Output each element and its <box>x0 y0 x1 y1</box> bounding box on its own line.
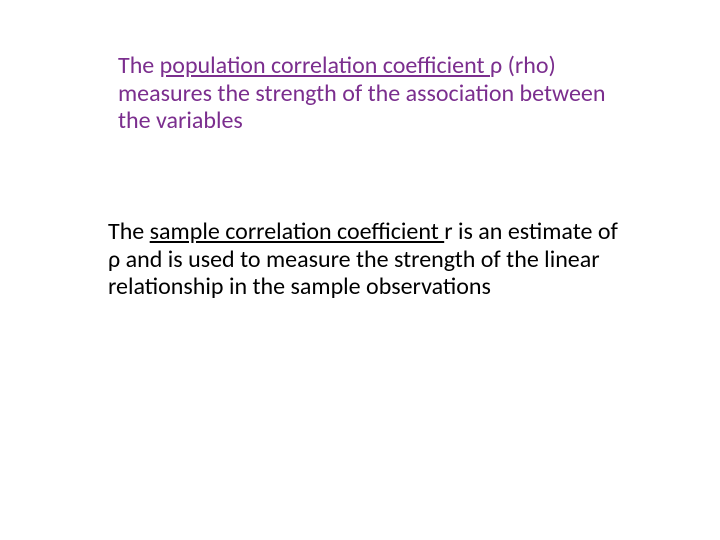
para2-term-underlined: sample correlation coefficient <box>150 217 445 246</box>
paragraph-population: The population correlation coefficient ρ… <box>118 52 608 135</box>
para1-lead: The <box>118 51 160 80</box>
para1-term-underlined: population correlation coefficient <box>160 51 490 80</box>
para2-lead: The <box>108 217 150 246</box>
slide: The population correlation coefficient ρ… <box>0 0 720 540</box>
paragraph-sample: The sample correlation coefficient r is … <box>108 218 618 301</box>
